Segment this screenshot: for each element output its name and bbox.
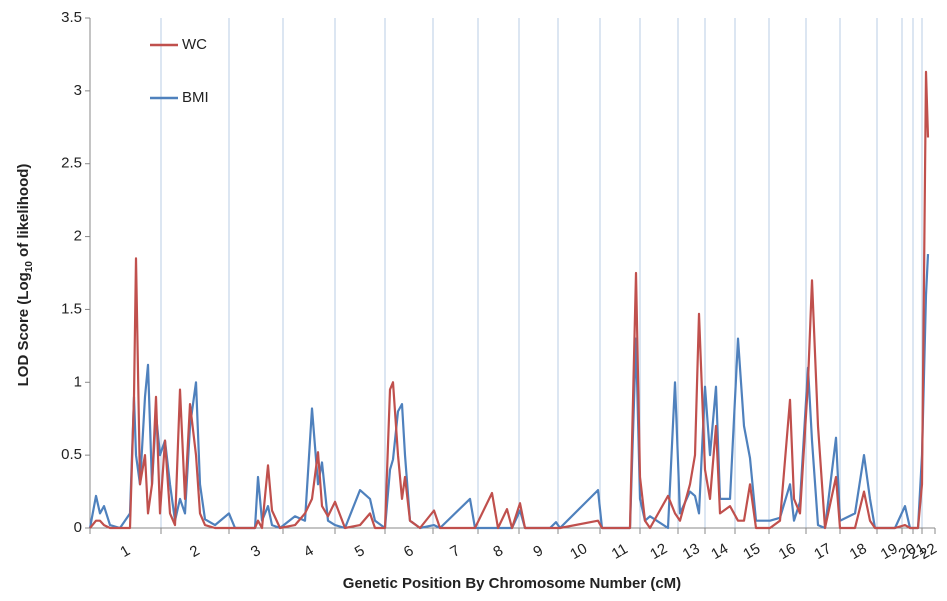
y-title-sub: 10 (24, 261, 35, 273)
y-tick-label: 0.5 (61, 446, 82, 463)
y-tick-label: 0 (74, 519, 82, 536)
y-axis-title: LOD Score (Log10 of likelihood) (15, 164, 35, 387)
x-tick-label: 3 (248, 542, 264, 561)
x-tick-label: 17 (811, 540, 834, 563)
x-tick-label: 19 (878, 540, 901, 563)
legend-label: BMI (182, 89, 209, 106)
x-axis-title: Genetic Position By Chromosome Number (c… (343, 575, 681, 592)
x-tick-label: 9 (530, 542, 546, 561)
x-tick-label: 20 (896, 540, 919, 563)
x-tick-label: 18 (847, 540, 870, 563)
series-line (88, 254, 930, 530)
y-tick-label: 3 (74, 82, 82, 99)
y-tick-label: 2 (74, 228, 82, 245)
legend-label: WC (182, 36, 207, 53)
x-tick-label: 7 (447, 542, 463, 561)
x-tick-label: 16 (776, 540, 799, 563)
x-tick-label: 4 (301, 542, 317, 561)
x-tick-label: 13 (680, 540, 703, 563)
x-tick-label: 10 (567, 540, 590, 563)
x-tick-label: 6 (401, 542, 417, 561)
x-tick-label: 11 (609, 540, 631, 563)
x-tick-label: 1 (117, 542, 133, 561)
x-tick-label: 22 (917, 540, 940, 563)
x-tick-label: 14 (708, 540, 731, 563)
x-tick-label: 12 (647, 540, 670, 563)
x-tick-label: 2 (187, 542, 203, 561)
y-title-part: LOD Score (Log (15, 272, 32, 386)
y-tick-label: 3.5 (61, 9, 82, 26)
y-tick-label: 1.5 (61, 300, 82, 317)
y-tick-label: 1 (74, 373, 82, 390)
y-title-part: of likelihood) (15, 164, 32, 262)
series-line (89, 70, 930, 530)
x-tick-label: 15 (740, 540, 763, 563)
y-tick-label: 2.5 (61, 155, 82, 172)
x-tick-label: 8 (490, 542, 506, 561)
x-tick-label: 5 (352, 542, 368, 561)
x-tick-label: 21 (906, 540, 929, 563)
